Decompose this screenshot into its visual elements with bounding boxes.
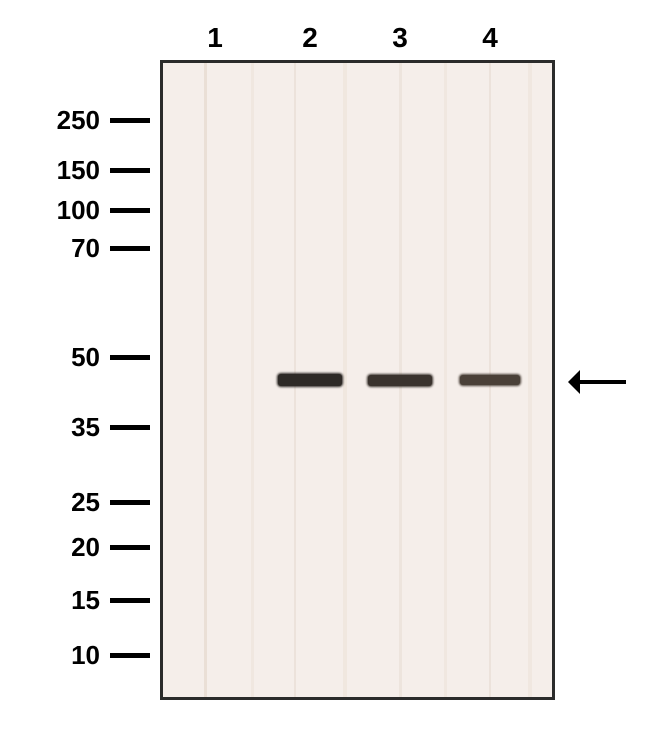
lane-label: 3 xyxy=(385,22,415,54)
mw-marker-label: 250 xyxy=(0,105,100,136)
mw-marker-label: 10 xyxy=(0,640,100,671)
membrane-streak xyxy=(444,62,447,698)
mw-marker-tick xyxy=(110,653,150,658)
mw-marker-label: 50 xyxy=(0,342,100,373)
mw-marker-label: 35 xyxy=(0,412,100,443)
protein-band xyxy=(368,375,432,386)
lane-label: 2 xyxy=(295,22,325,54)
western-blot-figure: { "figure": { "canvas": { "width": 650, … xyxy=(0,0,650,732)
mw-marker-label: 15 xyxy=(0,585,100,616)
lane-label: 1 xyxy=(200,22,230,54)
membrane-streak xyxy=(528,62,532,698)
mw-marker-tick xyxy=(110,355,150,360)
mw-marker-label: 100 xyxy=(0,195,100,226)
mw-marker-tick xyxy=(110,208,150,213)
membrane-streak xyxy=(251,62,254,698)
protein-band xyxy=(460,375,520,385)
protein-band xyxy=(278,374,342,386)
mw-marker-tick xyxy=(110,545,150,550)
membrane-streak xyxy=(204,62,207,698)
mw-marker-label: 150 xyxy=(0,155,100,186)
mw-marker-label: 20 xyxy=(0,532,100,563)
mw-marker-tick xyxy=(110,425,150,430)
mw-marker-tick xyxy=(110,598,150,603)
mw-marker-tick xyxy=(110,168,150,173)
mw-marker-tick xyxy=(110,500,150,505)
membrane-streak xyxy=(343,62,347,698)
mw-marker-tick xyxy=(110,246,150,251)
mw-marker-label: 70 xyxy=(0,233,100,264)
mw-marker-tick xyxy=(110,118,150,123)
lane-label: 4 xyxy=(475,22,505,54)
mw-marker-label: 25 xyxy=(0,487,100,518)
arrow-shaft xyxy=(580,380,626,384)
arrow-head-icon xyxy=(568,370,580,394)
